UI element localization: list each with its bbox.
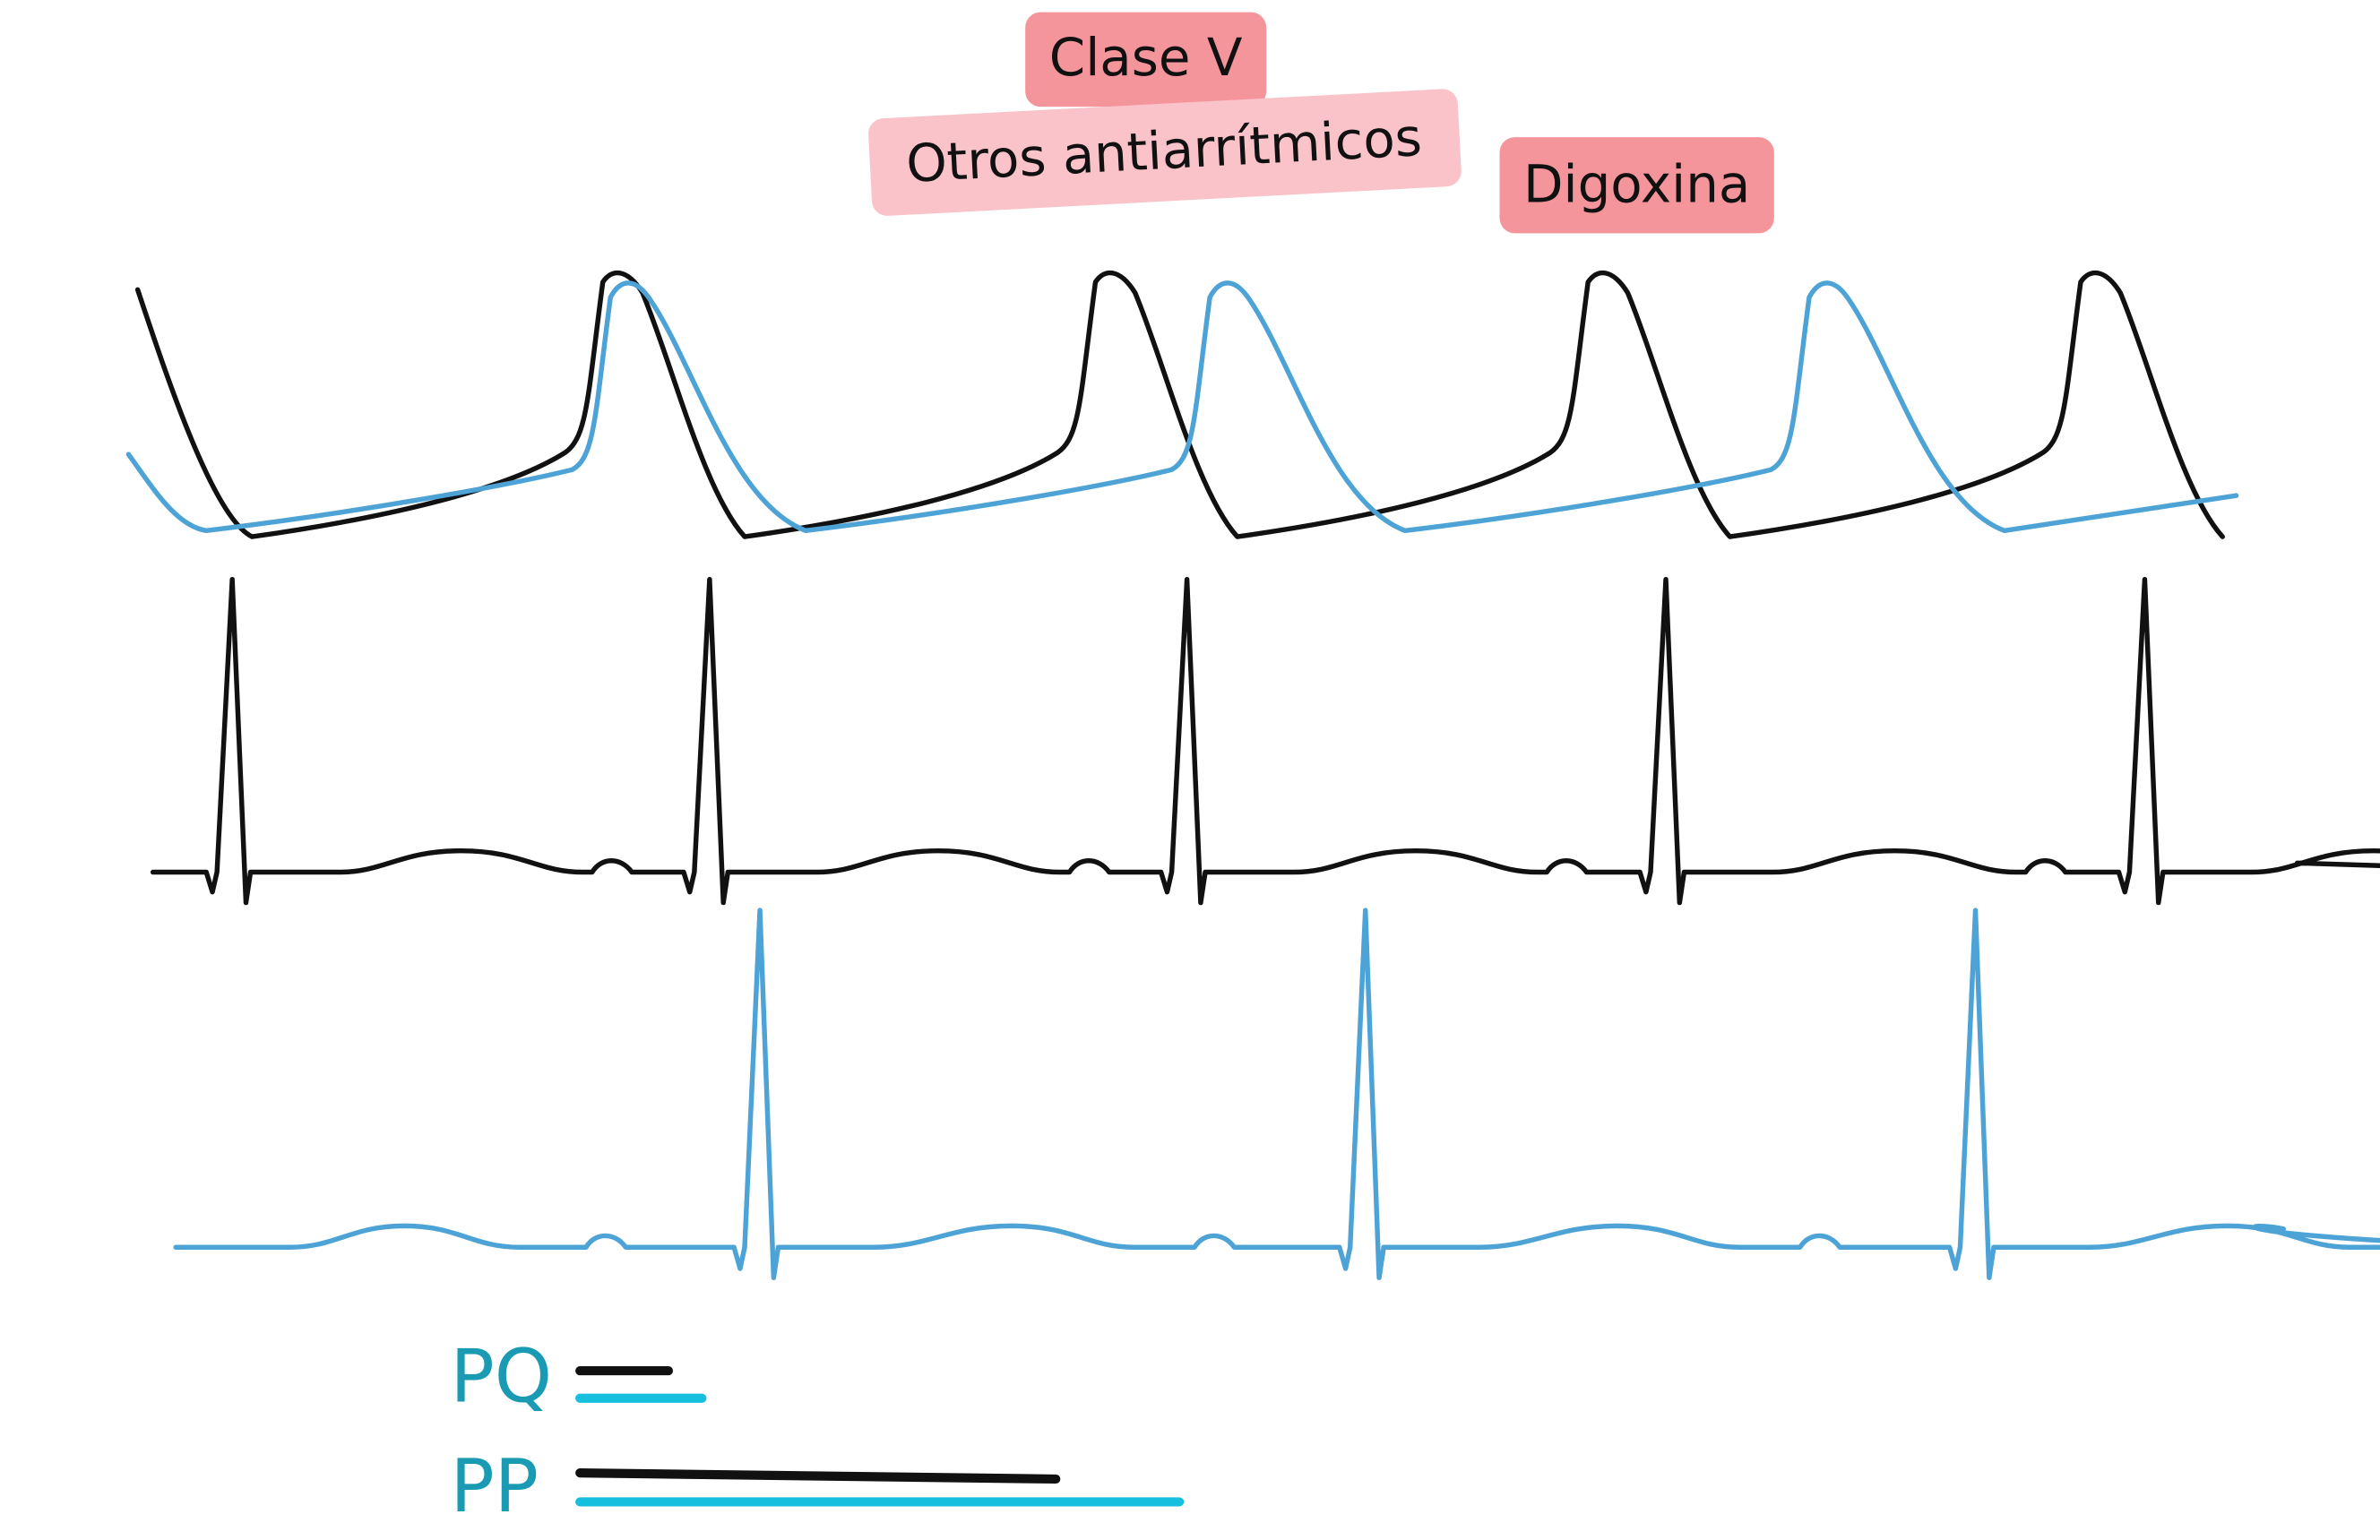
traces [125, 270, 2380, 1280]
legend-label: PP [451, 1444, 539, 1529]
action-potential-blue [125, 280, 2239, 534]
ecg-blue [173, 908, 2380, 1280]
ecg-black [150, 577, 2380, 906]
label-digoxina: Digoxina [1499, 137, 1774, 234]
tag-text: Clase V [1049, 27, 1243, 88]
tag-box [868, 89, 1462, 216]
tag-box [1499, 137, 1774, 234]
action-potential-black [134, 270, 2225, 539]
label-clase-v: Clase V [1025, 12, 1267, 108]
legend-line [575, 1468, 1061, 1484]
legend-label: PQ [451, 1334, 553, 1419]
label-otros: Otros antiarrítmicos [868, 89, 1462, 216]
legend: PQ PP [451, 1334, 1185, 1529]
tag-text: Digoxina [1523, 153, 1750, 214]
tag-box [1025, 12, 1267, 108]
